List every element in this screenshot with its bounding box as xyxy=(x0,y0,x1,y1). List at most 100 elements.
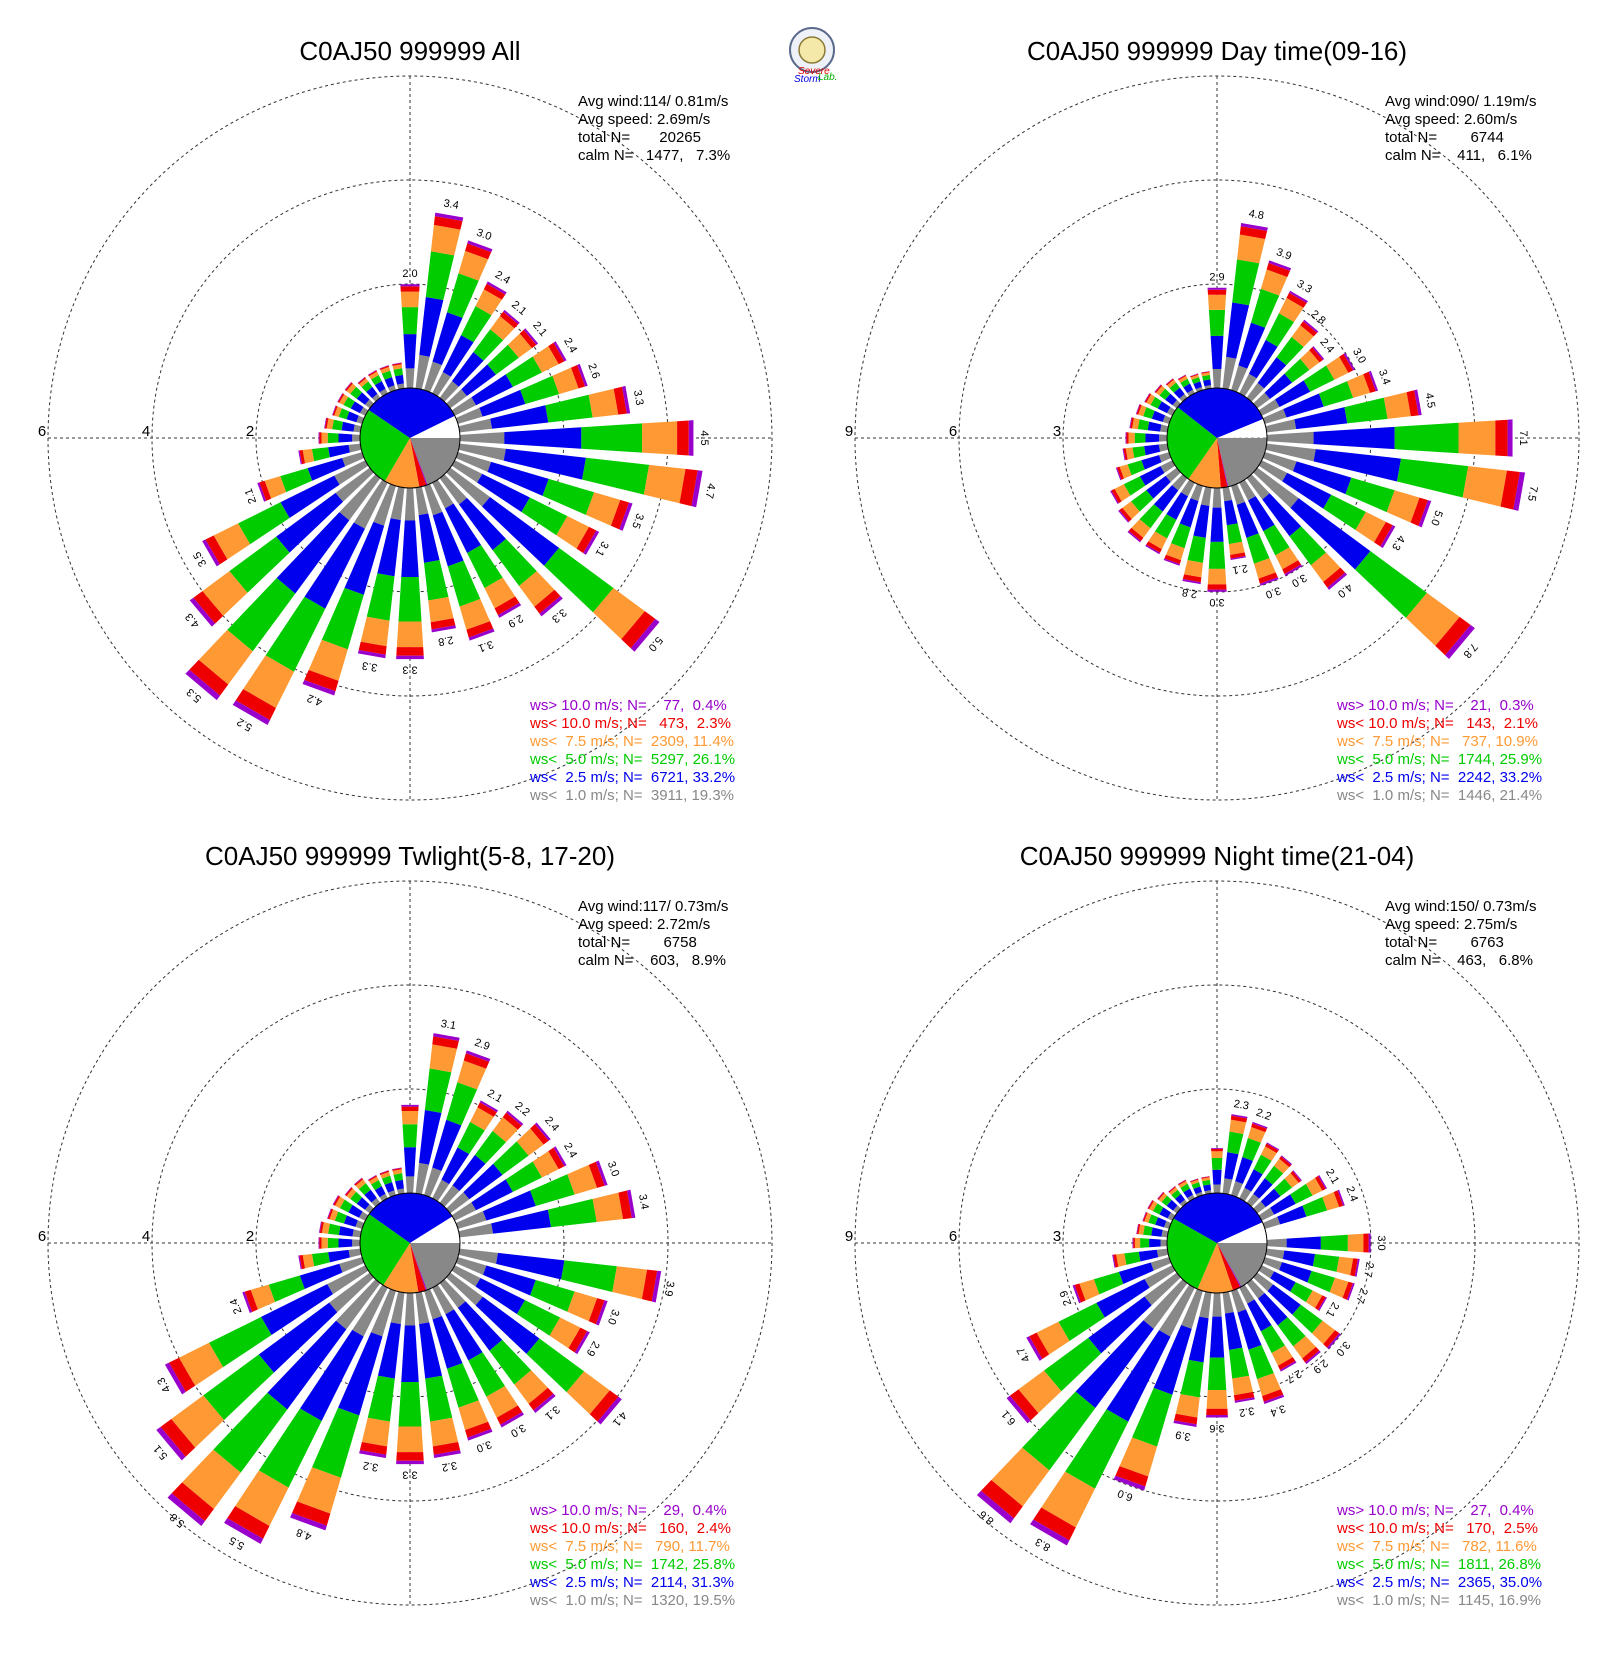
bar-segment-c2 xyxy=(227,577,296,652)
pie-slice xyxy=(410,438,428,486)
sector-bar-20: 2.2 xyxy=(1231,1107,1273,1198)
bar-segment-c4 xyxy=(1123,448,1128,461)
bar-segment-c3 xyxy=(514,1370,548,1404)
sector-label: 6.1 xyxy=(999,1408,1018,1427)
bar-segment-c2 xyxy=(1394,422,1459,454)
bar-segment-c1 xyxy=(1290,498,1371,570)
sector-label: 2.9 xyxy=(584,1339,602,1358)
sector-bar-210: 5.5 xyxy=(224,1284,388,1552)
bar-segment-calm xyxy=(372,393,381,402)
bar-segment-c1 xyxy=(1262,493,1302,537)
sector-bar-180: 3.0 xyxy=(1207,487,1227,608)
bar-segment-calm xyxy=(455,407,483,424)
bar-segment-c1 xyxy=(1157,401,1171,414)
bar-segment-c2 xyxy=(1152,1203,1164,1215)
bar-segment-c3 xyxy=(400,291,420,308)
bar-segment-calm xyxy=(439,474,467,505)
pie-slice xyxy=(1217,438,1267,487)
sector-bar-260 xyxy=(1112,1248,1169,1268)
bar-segment-c3 xyxy=(1278,297,1304,323)
bar-segment-c3 xyxy=(1158,1192,1168,1203)
bar-segment-c3 xyxy=(1293,1335,1316,1359)
sector-label: 3.0 xyxy=(1289,571,1308,589)
bar-segment-c3 xyxy=(243,655,294,709)
bar-segment-c5 xyxy=(1368,1233,1371,1253)
bar-segment-c4 xyxy=(160,1419,196,1457)
bar-segment-calm xyxy=(432,1179,450,1202)
bar-segment-c2 xyxy=(398,1381,422,1427)
bar-segment-c1 xyxy=(419,1322,443,1379)
bar-segment-c5 xyxy=(1163,558,1180,566)
sector-label: 2.7 xyxy=(1361,1261,1375,1278)
bar-segment-c2 xyxy=(350,386,363,399)
bar-segment-c1 xyxy=(1238,322,1266,369)
bar-segment-c2 xyxy=(1260,1325,1286,1354)
bar-segment-c2 xyxy=(425,1375,453,1422)
bar-segment-calm xyxy=(455,452,492,472)
bar-segment-c3 xyxy=(302,448,315,464)
bar-segment-c3 xyxy=(1329,1277,1349,1298)
bar-segment-calm xyxy=(1158,443,1169,452)
legend-entry: ws< 2.5 m/s; N= 2365, 35.0% xyxy=(1336,1574,1542,1591)
bar-segment-c3 xyxy=(1462,466,1507,507)
pie-slice xyxy=(368,388,455,438)
bar-segment-c3 xyxy=(1305,1177,1323,1196)
bar-segment-c3 xyxy=(585,492,621,526)
bar-segment-c4 xyxy=(1333,1190,1344,1208)
bar-segment-c5 xyxy=(1135,404,1141,415)
sector-bar-230: 4.3 xyxy=(183,467,374,630)
bar-segment-c2 xyxy=(381,370,393,380)
bar-segment-calm xyxy=(1231,1181,1243,1198)
bar-segment-c3 xyxy=(1355,511,1386,543)
bar-segment-c1 xyxy=(1313,449,1402,482)
bar-segment-c2 xyxy=(526,1338,585,1393)
bar-segment-c1 xyxy=(457,1301,503,1351)
bar-segment-c1 xyxy=(267,1320,347,1410)
bar-segment-c4 xyxy=(1164,554,1182,565)
bar-segment-c5 xyxy=(1206,1414,1228,1418)
sector-bar-200: 4.2 xyxy=(302,483,396,708)
bar-segment-calm xyxy=(353,479,388,529)
bar-segment-c3 xyxy=(1271,1345,1293,1366)
bar-segment-c4 xyxy=(483,283,506,300)
bar-segment-c2 xyxy=(1284,358,1310,383)
bar-segment-c5 xyxy=(583,530,600,555)
bar-segment-c1 xyxy=(366,386,378,399)
bar-segment-c4 xyxy=(1374,521,1393,547)
bar-segment-c4 xyxy=(1435,616,1471,656)
bar-segment-c4 xyxy=(319,1237,322,1249)
bar-segment-c1 xyxy=(1279,1262,1312,1283)
bar-segment-c3 xyxy=(1175,1394,1200,1418)
bar-segment-calm xyxy=(1222,356,1237,390)
bar-segment-c1 xyxy=(1212,1169,1222,1185)
sector-bar-90: 3.0 xyxy=(1266,1233,1387,1253)
bar-segment-c3 xyxy=(326,418,334,430)
bar-segment-calm xyxy=(1156,1248,1169,1258)
bar-segment-c3 xyxy=(321,1237,328,1249)
sector-bar-40: 2.8 xyxy=(1246,308,1328,402)
bar-segment-c2 xyxy=(1137,419,1150,431)
bar-segment-c1 xyxy=(1166,492,1189,520)
bar-segment-c1 xyxy=(1146,475,1171,499)
pie-slice xyxy=(1217,1243,1241,1291)
bar-segment-c3 xyxy=(1232,1375,1254,1396)
bar-segment-calm xyxy=(424,483,443,516)
bar-segment-c2 xyxy=(544,547,614,613)
bar-segment-c5 xyxy=(1168,1186,1176,1193)
sector-bar-250: 2.9 xyxy=(1058,1257,1172,1307)
bar-segment-c4 xyxy=(1111,488,1122,504)
bar-segment-c1 xyxy=(1173,387,1185,399)
bar-segment-c2 xyxy=(473,329,504,361)
panel-title: C0AJ50 999999 Day time(09-16) xyxy=(1027,36,1407,66)
windrose-panel-4: 3692.32.22.12.43.02.72.72.13.02.92.73.43… xyxy=(845,841,1580,1609)
bar-segment-c4 xyxy=(432,1442,461,1455)
bar-segment-c4 xyxy=(502,1112,522,1130)
bar-segment-calm xyxy=(451,1202,477,1221)
bar-segment-c5 xyxy=(1418,500,1432,528)
bar-segment-c4 xyxy=(292,1501,331,1526)
sector-bar-230: 6.1 xyxy=(999,1272,1181,1427)
sector-label: 4.1 xyxy=(610,1409,629,1428)
sector-label: 2.9 xyxy=(1058,1289,1075,1307)
bar-segment-c3 xyxy=(396,1426,424,1453)
bar-segment-calm xyxy=(458,418,493,433)
